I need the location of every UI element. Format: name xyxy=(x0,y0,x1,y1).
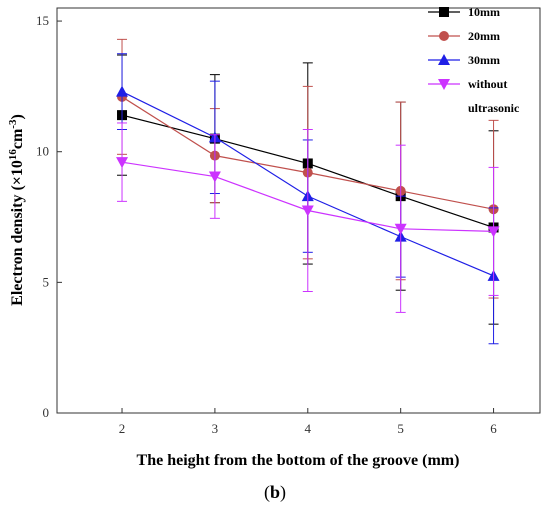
x-axis: 2 3 4 5 6 xyxy=(119,408,497,436)
y-axis-title-close: ) xyxy=(9,114,26,119)
marker-triangle-down xyxy=(208,171,221,183)
y-axis-title-exp1: 16 xyxy=(7,149,19,161)
caption-close: ) xyxy=(280,482,286,502)
chart: 0 5 10 15 2 3 4 5 6 10mm 20mm 30mm without ultrason… xyxy=(7,5,541,469)
series-3 xyxy=(116,122,500,313)
legend-label: 30mm xyxy=(468,53,500,67)
legend-label-line2: ultrasonic xyxy=(468,101,520,115)
marker-triangle-up xyxy=(116,85,129,97)
x-tick-label: 5 xyxy=(397,421,404,436)
y-axis-title-exp2: -3 xyxy=(7,119,19,129)
y-axis-title-mid: cm xyxy=(9,128,26,149)
x-tick-label: 2 xyxy=(119,421,126,436)
marker-square xyxy=(439,7,449,17)
caption-letter: b xyxy=(269,482,280,502)
x-tick-label: 3 xyxy=(212,421,219,436)
y-tick-label: 5 xyxy=(43,274,50,289)
y-axis-title-main: Electron density (×10 xyxy=(9,160,26,306)
marker-triangle-down xyxy=(116,157,129,169)
caption-open: ( xyxy=(263,482,270,502)
y-tick-label: 15 xyxy=(36,13,49,28)
y-axis: 0 5 10 15 xyxy=(36,13,62,420)
legend: 10mm 20mm 30mm without ultrasonic xyxy=(428,5,520,115)
marker-triangle-down xyxy=(301,205,314,217)
x-axis-title: The height from the bottom of the groove… xyxy=(137,452,460,469)
x-tick-label: 4 xyxy=(305,421,312,436)
y-axis-title: Electron density (×1016cm-3) xyxy=(7,114,26,306)
figure-caption: (b) xyxy=(0,482,550,503)
marker-triangle-up xyxy=(438,54,450,65)
y-tick-label: 0 xyxy=(43,405,50,420)
marker-triangle-down xyxy=(487,226,500,238)
legend-label: without xyxy=(468,77,507,91)
marker-triangle-down xyxy=(394,223,407,235)
x-tick-label: 6 xyxy=(490,421,497,436)
y-tick-label: 10 xyxy=(36,144,49,159)
legend-label: 20mm xyxy=(468,29,500,43)
plot-frame xyxy=(56,7,541,414)
series-layer xyxy=(116,38,500,345)
legend-label: 10mm xyxy=(468,5,500,19)
marker-circle xyxy=(439,31,449,41)
marker-triangle-down xyxy=(438,79,450,90)
